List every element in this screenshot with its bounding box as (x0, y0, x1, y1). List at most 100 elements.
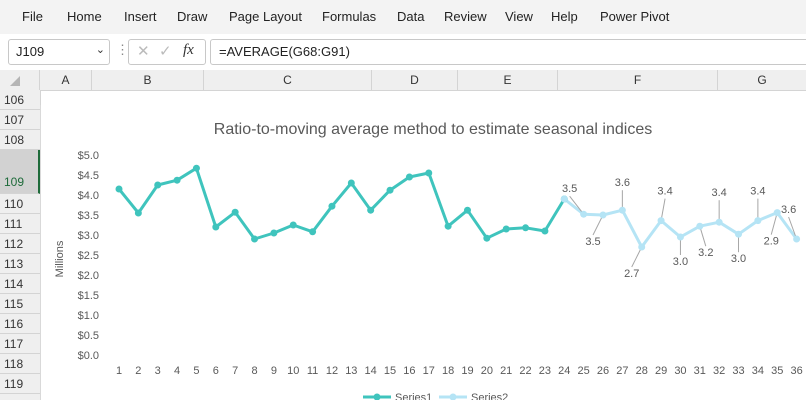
data-point[interactable] (599, 211, 607, 219)
data-point[interactable] (347, 179, 355, 187)
y-tick-label: $3.0 (78, 230, 99, 242)
data-point[interactable] (541, 227, 549, 235)
data-point[interactable] (309, 228, 317, 236)
data-point[interactable] (560, 195, 568, 203)
column-header-d[interactable]: D (372, 70, 458, 90)
menu-home[interactable]: Home (67, 9, 102, 24)
row-header-117[interactable]: 117 (0, 334, 40, 354)
legend-marker (373, 393, 381, 401)
data-point[interactable] (231, 208, 239, 216)
row-header-113[interactable]: 113 (0, 254, 40, 274)
x-tick-label: 9 (271, 365, 277, 377)
data-point[interactable] (386, 186, 394, 194)
x-tick-label: 3 (155, 365, 161, 377)
column-header-c[interactable]: C (204, 70, 372, 90)
data-point[interactable] (115, 185, 123, 193)
data-point[interactable] (154, 181, 162, 189)
data-point[interactable] (405, 173, 413, 181)
column-headers: A B C D E F G (0, 70, 806, 91)
data-point[interactable] (212, 223, 220, 231)
x-tick-label: 24 (558, 365, 570, 377)
y-tick-label: $3.5 (78, 210, 99, 222)
row-header-109[interactable]: 109 (0, 150, 40, 194)
data-point[interactable] (638, 243, 646, 251)
row-header-111[interactable]: 111 (0, 214, 40, 234)
y-tick-label: $5.0 (78, 150, 99, 162)
menu-data[interactable]: Data (397, 9, 425, 24)
column-header-g[interactable]: G (757, 73, 767, 87)
menu-draw[interactable]: Draw (177, 9, 208, 24)
column-header-f[interactable]: F (558, 70, 718, 90)
chevron-down-icon[interactable]: ⌄ (95, 44, 105, 56)
chart-area[interactable]: Ratio-to-moving average method to estima… (40, 105, 806, 404)
data-point[interactable] (444, 222, 452, 230)
formula-text: =AVERAGE(G68:G91) (219, 44, 350, 59)
data-point[interactable] (580, 210, 588, 218)
data-point[interactable] (618, 206, 626, 214)
column-header-b[interactable]: B (92, 70, 204, 90)
row-header-119[interactable]: 119 (0, 374, 40, 394)
data-point[interactable] (502, 225, 510, 233)
x-tick-label: 2 (135, 365, 141, 377)
line-chart[interactable]: Ratio-to-moving average method to estima… (41, 105, 806, 404)
series-line-1[interactable] (117, 166, 566, 241)
row-header-110[interactable]: 110 (0, 194, 40, 214)
row-header-108[interactable]: 108 (0, 130, 40, 150)
y-tick-label: $2.5 (78, 250, 99, 262)
menu-insert[interactable]: Insert (124, 9, 157, 24)
data-point[interactable] (251, 235, 259, 243)
data-point[interactable] (134, 209, 142, 217)
data-point[interactable] (696, 222, 704, 230)
data-point[interactable] (425, 169, 433, 177)
data-point[interactable] (328, 202, 336, 210)
row-header-114[interactable]: 114 (0, 274, 40, 294)
data-point[interactable] (483, 234, 491, 242)
row-header-107[interactable]: 107 (0, 110, 40, 130)
data-point[interactable] (676, 233, 684, 241)
data-label-leader (631, 246, 643, 268)
row-header-112[interactable]: 112 (0, 234, 40, 254)
name-box-value: J109 (16, 44, 45, 59)
select-all-corner[interactable] (0, 70, 40, 90)
x-tick-label: 7 (232, 365, 238, 377)
data-point[interactable] (270, 229, 278, 237)
row-header-116[interactable]: 116 (0, 314, 40, 334)
menu-help[interactable]: Help (551, 9, 578, 24)
data-point[interactable] (773, 209, 781, 217)
data-point[interactable] (735, 230, 743, 238)
column-header-e[interactable]: E (458, 70, 558, 90)
fx-icon[interactable]: fx (183, 42, 194, 58)
data-point[interactable] (522, 224, 530, 232)
data-label: 2.7 (624, 268, 639, 280)
more-options-icon[interactable]: ⋮ (116, 42, 129, 57)
formula-input[interactable]: =AVERAGE(G68:G91) (210, 39, 806, 65)
name-box[interactable]: J109 ⌄ (8, 39, 110, 65)
data-point[interactable] (173, 176, 181, 184)
data-label: 3.6 (781, 204, 796, 216)
menu-review[interactable]: Review (444, 9, 487, 24)
menu-file[interactable]: File (22, 9, 43, 24)
data-point[interactable] (192, 164, 200, 172)
data-point[interactable] (754, 217, 762, 225)
data-point[interactable] (463, 206, 471, 214)
x-tick-label: 33 (732, 365, 744, 377)
x-icon[interactable]: ✕ (137, 43, 150, 60)
data-point[interactable] (657, 217, 665, 225)
menu-page-layout[interactable]: Page Layout (229, 9, 303, 24)
data-point[interactable] (715, 218, 723, 226)
chart-title: Ratio-to-moving average method to estima… (214, 121, 652, 138)
data-label: 2.9 (764, 236, 779, 248)
row-header-115[interactable]: 115 (0, 294, 40, 314)
column-header-a[interactable]: A (40, 70, 92, 90)
data-point[interactable] (289, 221, 297, 229)
menu-view[interactable]: View (505, 9, 533, 24)
row-header-106[interactable]: 106 (0, 90, 40, 110)
data-point[interactable] (367, 206, 375, 214)
menu-power-pivot[interactable]: Power Pivot (600, 9, 670, 24)
data-point[interactable] (793, 235, 801, 243)
check-icon[interactable]: ✓ (159, 43, 172, 60)
data-label: 3.5 (585, 236, 600, 248)
menu-formulas[interactable]: Formulas (322, 9, 377, 24)
row-header-118[interactable]: 118 (0, 354, 40, 374)
x-tick-label: 6 (213, 365, 219, 377)
